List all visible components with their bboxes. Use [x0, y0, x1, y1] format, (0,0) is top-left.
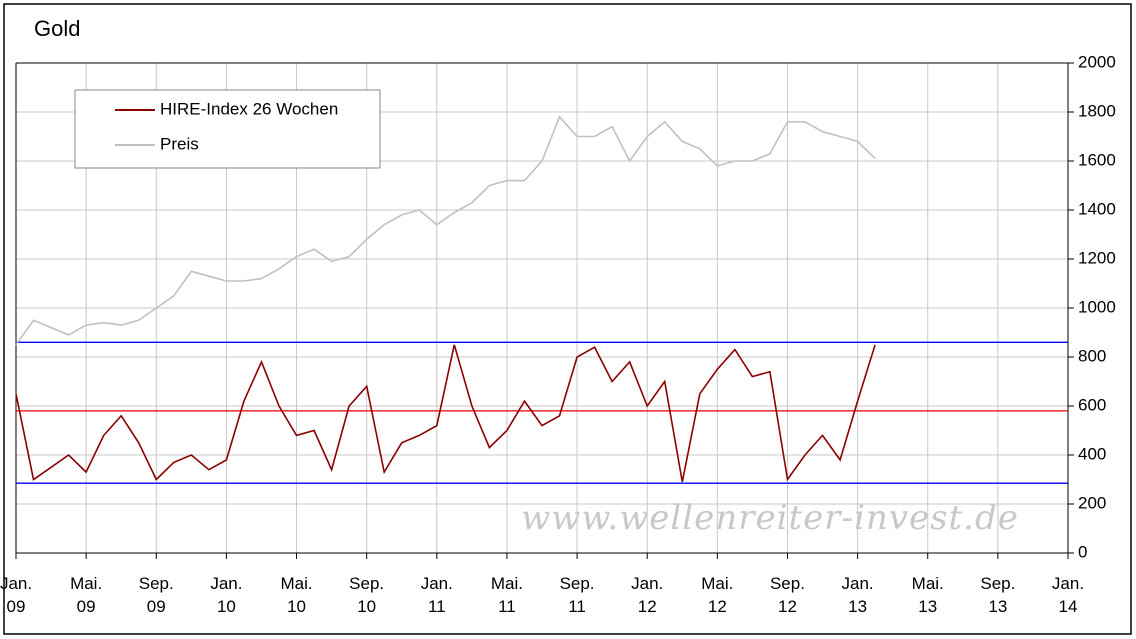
series-line	[15, 344, 876, 483]
x-tick-label: Mai. 12	[701, 574, 733, 616]
x-tick-label: Jan. 13	[842, 574, 874, 616]
watermark: www.wellenreiter-invest.de	[521, 498, 1019, 538]
y-tick-label: 1800	[1078, 101, 1116, 120]
x-tick-label: Mai. 10	[280, 574, 312, 616]
x-tick-label: Jan. 12	[631, 574, 663, 616]
y-tick-label: 1400	[1078, 199, 1116, 218]
legend-label: HIRE-Index 26 Wochen	[160, 99, 338, 118]
y-tick-label: 1000	[1078, 297, 1116, 316]
x-tick-label: Mai. 11	[491, 574, 523, 616]
y-tick-label: 1600	[1078, 150, 1116, 169]
x-tick-label: Sep. 13	[980, 574, 1015, 616]
y-tick-label: 400	[1078, 444, 1106, 463]
y-tick-label: 800	[1078, 346, 1106, 365]
x-tick-label: Mai. 13	[912, 574, 944, 616]
legend-label: Preis	[160, 134, 199, 153]
x-tick-label: Jan. 09	[0, 574, 32, 616]
x-tick-label: Sep. 12	[770, 574, 805, 616]
y-tick-label: 2000	[1078, 52, 1116, 71]
y-tick-label: 200	[1078, 493, 1106, 512]
y-tick-label: 0	[1078, 542, 1087, 561]
x-tick-label: Jan. 11	[421, 574, 453, 616]
y-tick-label: 1200	[1078, 248, 1116, 267]
x-tick-label: Sep. 09	[139, 574, 174, 616]
x-tick-label: Sep. 11	[560, 574, 595, 616]
series-line	[15, 115, 876, 346]
legend-box	[74, 89, 381, 169]
x-tick-label: Jan. 14	[1052, 574, 1084, 616]
x-tick-label: Jan. 10	[210, 574, 242, 616]
x-tick-label: Sep. 10	[349, 574, 384, 616]
chart-title: Gold	[34, 16, 80, 41]
y-tick-label: 600	[1078, 395, 1106, 414]
x-tick-label: Mai. 09	[70, 574, 102, 616]
